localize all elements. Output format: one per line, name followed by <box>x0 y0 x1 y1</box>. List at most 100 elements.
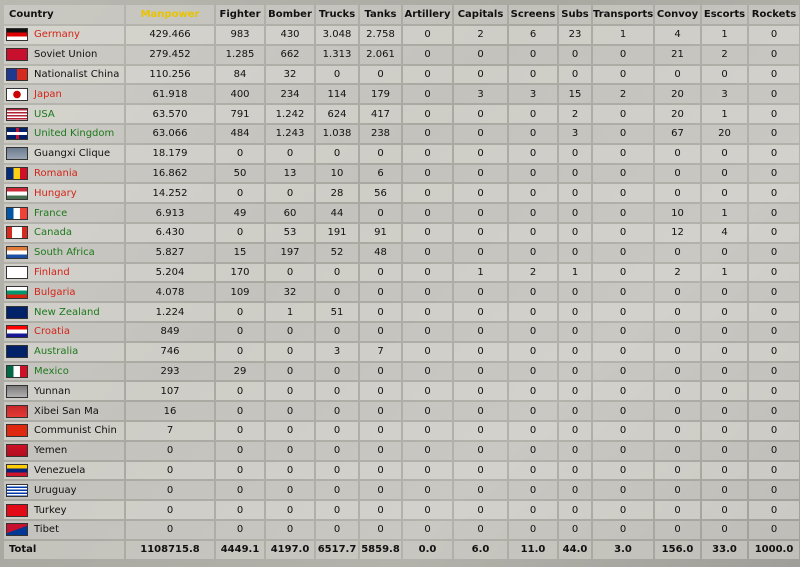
stat-cell: 0 <box>316 402 358 420</box>
country-row[interactable]: Croatia 849 0 0 0 0 0 0 0 0 0 0 0 0 <box>4 322 799 341</box>
country-row[interactable]: Hungary 14.252 0 0 28 56 0 0 0 0 0 0 0 0 <box>4 184 799 203</box>
country-cell[interactable]: Soviet Union <box>4 45 124 64</box>
stat-cell: 0 <box>360 402 401 420</box>
column-header-transports[interactable]: Transports <box>593 5 653 24</box>
stat-cell: 0 <box>655 144 700 163</box>
stat-cell: 10 <box>655 204 700 222</box>
stat-cell: 0 <box>655 481 700 500</box>
stat-cell: 0 <box>454 283 507 302</box>
country-row[interactable]: Uruguay 0 0 0 0 0 0 0 0 0 0 0 0 0 <box>4 481 799 500</box>
country-name: USA <box>34 108 55 120</box>
column-header-fighter[interactable]: Fighter <box>216 5 264 24</box>
country-cell[interactable]: Canada <box>4 223 124 242</box>
stat-cell: 0 <box>316 382 358 401</box>
column-header-bomber[interactable]: Bomber <box>266 5 314 24</box>
country-cell[interactable]: United Kingdom <box>4 124 124 143</box>
country-cell[interactable]: Tibet <box>4 520 124 539</box>
country-name: Guangxi Clique <box>34 148 111 160</box>
country-cell[interactable]: Yunnan <box>4 382 124 401</box>
country-row[interactable]: Romania 16.862 50 13 10 6 0 0 0 0 0 0 0 0 <box>4 164 799 183</box>
country-row[interactable]: Canada 6.430 0 53 191 91 0 0 0 0 0 12 4 0 <box>4 223 799 242</box>
stat-cell: 0 <box>593 362 653 381</box>
stat-cell: 0 <box>702 65 747 84</box>
column-header-trucks[interactable]: Trucks <box>316 5 358 24</box>
country-cell[interactable]: Communist Chin <box>4 421 124 440</box>
country-row[interactable]: Soviet Union 279.452 1.285 662 1.313 2.061 0 0 0… <box>4 45 799 64</box>
stat-cell: 23 <box>559 26 591 44</box>
country-row[interactable]: Mexico 293 29 0 0 0 0 0 0 0 0 0 0 0 <box>4 362 799 381</box>
country-cell[interactable]: Finland <box>4 263 124 282</box>
stat-cell: 2.061 <box>360 45 401 64</box>
country-row[interactable]: Yemen 0 0 0 0 0 0 0 0 0 0 0 0 0 <box>4 441 799 460</box>
country-row[interactable]: Venezuela 0 0 0 0 0 0 0 0 0 0 0 0 0 <box>4 461 799 480</box>
country-cell[interactable]: Venezuela <box>4 461 124 480</box>
flag-uruguay-icon <box>6 483 28 497</box>
column-header-screens[interactable]: Screens <box>509 5 557 24</box>
country-row[interactable]: Germany 429.466 983 430 3.048 2.758 0 2 6 23 1 4 1 0 <box>4 26 799 44</box>
total-cell: 0.0 <box>403 540 452 559</box>
country-row[interactable]: Turkey 0 0 0 0 0 0 0 0 0 0 0 0 0 <box>4 501 799 519</box>
country-row[interactable]: Guangxi Clique 18.179 0 0 0 0 0 0 0 0 0 0 0 0 <box>4 144 799 163</box>
country-cell[interactable]: Germany <box>4 26 124 44</box>
country-cell[interactable]: New Zealand <box>4 303 124 321</box>
flag-venezuela-icon <box>6 463 28 477</box>
country-cell[interactable]: Nationalist China <box>4 65 124 84</box>
column-header-subs[interactable]: Subs <box>559 5 591 24</box>
country-name: Australia <box>34 346 79 358</box>
stat-cell: 0 <box>655 303 700 321</box>
country-row[interactable]: Xibei San Ma 16 0 0 0 0 0 0 0 0 0 0 0 0 <box>4 402 799 420</box>
country-row[interactable]: Nationalist China 110.256 84 32 0 0 0 0 0 0 0 0 0 0 <box>4 65 799 84</box>
country-row[interactable]: Communist Chin 7 0 0 0 0 0 0 0 0 0 0 0 0 <box>4 421 799 440</box>
column-header-manpower[interactable]: Manpower <box>126 5 214 24</box>
country-cell[interactable]: Hungary <box>4 184 124 203</box>
country-cell[interactable]: Bulgaria <box>4 283 124 302</box>
column-header-country[interactable]: Country <box>4 5 124 24</box>
column-header-tanks[interactable]: Tanks <box>360 5 401 24</box>
country-cell[interactable]: Japan <box>4 85 124 104</box>
country-cell[interactable]: Yemen <box>4 441 124 460</box>
stat-cell: 0 <box>509 124 557 143</box>
stat-cell: 1 <box>702 204 747 222</box>
stat-cell: 0 <box>216 461 264 480</box>
country-row[interactable]: Japan 61.918 400 234 114 179 0 3 3 15 2 20 3 0 <box>4 85 799 104</box>
country-cell[interactable]: Guangxi Clique <box>4 144 124 163</box>
country-row[interactable]: Australia 746 0 0 3 7 0 0 0 0 0 0 0 0 <box>4 342 799 361</box>
stat-cell: 484 <box>216 124 264 143</box>
stat-cell: 0 <box>126 501 214 519</box>
stat-cell: 14.252 <box>126 184 214 203</box>
country-cell[interactable]: Romania <box>4 164 124 183</box>
country-cell[interactable]: USA <box>4 105 124 123</box>
column-header-convoy[interactable]: Convoy <box>655 5 700 24</box>
country-row[interactable]: USA 63.570 791 1.242 624 417 0 0 0 2 0 20 1 0 <box>4 105 799 123</box>
country-cell[interactable]: Xibei San Ma <box>4 402 124 420</box>
country-row[interactable]: Tibet 0 0 0 0 0 0 0 0 0 0 0 0 0 <box>4 520 799 539</box>
total-cell: 33.0 <box>702 540 747 559</box>
stat-cell: 0 <box>749 421 799 440</box>
country-row[interactable]: United Kingdom 63.066 484 1.243 1.038 238 0 0 0 3… <box>4 124 799 143</box>
country-row[interactable]: Finland 5.204 170 0 0 0 0 1 2 1 0 2 1 0 <box>4 263 799 282</box>
country-cell[interactable]: Croatia <box>4 322 124 341</box>
stat-cell: 0 <box>593 441 653 460</box>
column-header-capitals[interactable]: Capitals <box>454 5 507 24</box>
country-cell[interactable]: Mexico <box>4 362 124 381</box>
country-cell[interactable]: Uruguay <box>4 481 124 500</box>
country-name: Croatia <box>34 326 70 338</box>
column-header-escorts[interactable]: Escorts <box>702 5 747 24</box>
stat-cell: 0 <box>655 283 700 302</box>
stat-cell: 0 <box>655 243 700 262</box>
country-cell[interactable]: France <box>4 204 124 222</box>
country-row[interactable]: France 6.913 49 60 44 0 0 0 0 0 0 10 1 0 <box>4 204 799 222</box>
stat-cell: 0 <box>559 204 591 222</box>
country-row[interactable]: Yunnan 107 0 0 0 0 0 0 0 0 0 0 0 0 <box>4 382 799 401</box>
column-header-artillery[interactable]: Artillery <box>403 5 452 24</box>
country-row[interactable]: New Zealand 1.224 0 1 51 0 0 0 0 0 0 0 0 0 <box>4 303 799 321</box>
stat-cell: 60 <box>266 204 314 222</box>
country-row[interactable]: South Africa 5.827 15 197 52 48 0 0 0 0 0 0 0 0 <box>4 243 799 262</box>
flag-yunnan-icon <box>6 384 28 398</box>
stat-cell: 0 <box>559 45 591 64</box>
column-header-rockets[interactable]: Rockets <box>749 5 799 24</box>
country-cell[interactable]: Australia <box>4 342 124 361</box>
country-cell[interactable]: South Africa <box>4 243 124 262</box>
country-row[interactable]: Bulgaria 4.078 109 32 0 0 0 0 0 0 0 0 0 0 <box>4 283 799 302</box>
country-cell[interactable]: Turkey <box>4 501 124 519</box>
